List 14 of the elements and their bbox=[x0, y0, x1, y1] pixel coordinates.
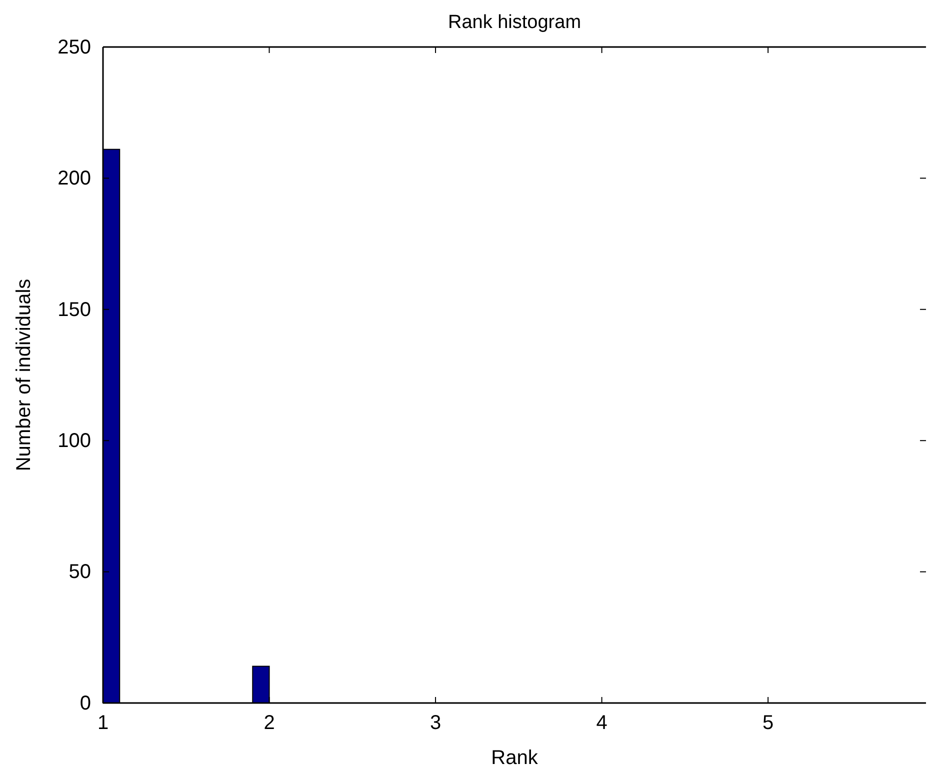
y-axis-title: Number of individuals bbox=[13, 278, 35, 472]
y-tick-label: 100 bbox=[58, 430, 91, 452]
x-axis-title: Rank bbox=[491, 747, 539, 769]
x-tick-label: 1 bbox=[97, 712, 109, 734]
x-tick-label: 3 bbox=[430, 712, 442, 734]
y-tick-label: 0 bbox=[80, 692, 91, 714]
x-tick-label: 4 bbox=[596, 712, 608, 734]
x-tick-label: 5 bbox=[762, 712, 774, 734]
y-tick-label: 150 bbox=[58, 298, 91, 321]
y-tick-label: 50 bbox=[68, 561, 91, 584]
y-tick-label: 200 bbox=[58, 168, 91, 190]
x-tick-label: 2 bbox=[264, 712, 275, 734]
chart-title: Rank histogram bbox=[448, 12, 582, 33]
y-tick-label: 250 bbox=[58, 36, 91, 58]
